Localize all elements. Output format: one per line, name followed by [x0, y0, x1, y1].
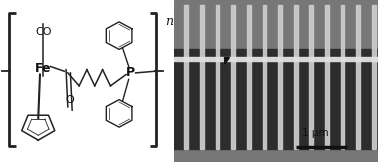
Bar: [310, 5, 313, 149]
Bar: [278, 5, 282, 149]
Bar: [372, 5, 376, 149]
Polygon shape: [225, 58, 229, 64]
Text: n: n: [165, 15, 173, 28]
Bar: [215, 5, 219, 149]
Bar: [174, 49, 378, 149]
Bar: [184, 5, 188, 149]
Bar: [341, 5, 344, 149]
Bar: [325, 5, 329, 149]
Bar: [174, 57, 378, 61]
Bar: [263, 5, 266, 149]
Text: Fe: Fe: [35, 62, 52, 75]
Text: O: O: [65, 95, 74, 105]
Bar: [231, 5, 235, 149]
Bar: [356, 5, 360, 149]
Bar: [294, 5, 297, 149]
Text: P: P: [126, 66, 135, 79]
Text: 1 μm: 1 μm: [302, 128, 329, 138]
Text: CO: CO: [35, 27, 52, 37]
Bar: [247, 5, 251, 149]
Bar: [200, 5, 204, 149]
